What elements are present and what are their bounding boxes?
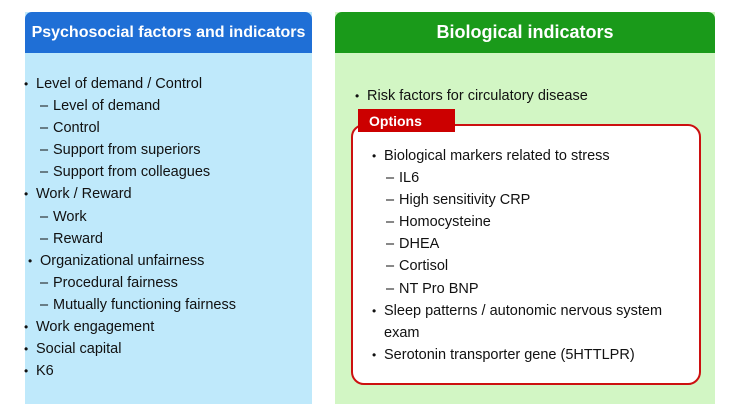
list-subitem: Mutually functioning fairness [24, 294, 236, 316]
list-item: Work / Reward [24, 183, 236, 205]
list-subitem: Cortisol [372, 255, 662, 277]
list-subitem: Procedural fairness [24, 272, 236, 294]
list-subitem: IL6 [372, 167, 662, 189]
list-item: Serotonin transporter gene (5HTTLPR) [372, 344, 662, 366]
list-subitem: Support from colleagues [24, 161, 236, 183]
list-item: K6 [24, 360, 236, 382]
list-subitem: Control [24, 117, 236, 139]
list-subitem: Work [24, 206, 236, 228]
options-label: Options [358, 109, 455, 132]
list-item: Social capital [24, 338, 236, 360]
list-subitem: Homocysteine [372, 211, 662, 233]
list-item: Sleep patterns / autonomic nervous syste… [372, 300, 662, 322]
list-item: Work engagement [24, 316, 236, 338]
list-subitem: High sensitivity CRP [372, 189, 662, 211]
biological-header: Biological indicators [335, 12, 715, 53]
list-subitem: Reward [24, 228, 236, 250]
list-subitem: DHEA [372, 233, 662, 255]
list-item: Biological markers related to stress [372, 145, 662, 167]
psychosocial-list: Level of demand / Control Level of deman… [24, 73, 236, 382]
list-subitem: Support from superiors [24, 139, 236, 161]
psychosocial-header: Psychosocial factors and indicators [25, 12, 312, 53]
options-list: Biological markers related to stress IL6… [372, 145, 662, 366]
list-subitem: Level of demand [24, 95, 236, 117]
list-item: Level of demand / Control [24, 73, 236, 95]
biological-list: Risk factors for circulatory disease [355, 85, 588, 107]
list-item-continuation: exam [384, 324, 420, 341]
list-subitem: NT Pro BNP [372, 278, 662, 300]
list-item: Risk factors for circulatory disease [355, 85, 588, 107]
list-item: Organizational unfairness [24, 250, 236, 272]
